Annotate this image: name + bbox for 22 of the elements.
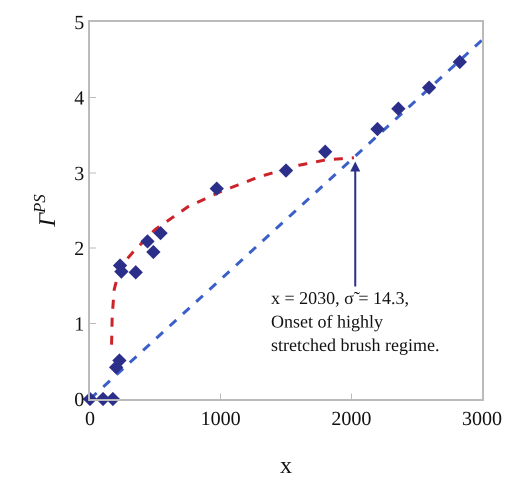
point bbox=[391, 102, 406, 116]
point bbox=[210, 181, 224, 196]
y-tick-label: 5 bbox=[74, 12, 84, 34]
y-tick-label: 4 bbox=[74, 87, 84, 110]
x-tick-label: 1000 bbox=[200, 408, 241, 430]
point bbox=[370, 122, 385, 136]
y-tick-label: 1 bbox=[74, 314, 84, 336]
point bbox=[318, 144, 332, 159]
point bbox=[128, 265, 143, 280]
point bbox=[153, 226, 168, 240]
y-tick-label: 0 bbox=[74, 389, 84, 411]
point bbox=[146, 244, 161, 260]
y-tick-label: 3 bbox=[74, 162, 84, 185]
x-tick-label: 3000 bbox=[462, 408, 502, 430]
point bbox=[278, 163, 294, 178]
annotation: x = 2030, σ̃ = 14.3, Onset of highly stretched brush regime. bbox=[271, 288, 440, 355]
x-axis-title: x bbox=[280, 453, 292, 479]
point bbox=[452, 54, 467, 70]
y-tick-label: 2 bbox=[74, 238, 84, 260]
point bbox=[422, 80, 436, 95]
point bbox=[140, 234, 155, 249]
x-tick-label: 2000 bbox=[331, 408, 372, 430]
